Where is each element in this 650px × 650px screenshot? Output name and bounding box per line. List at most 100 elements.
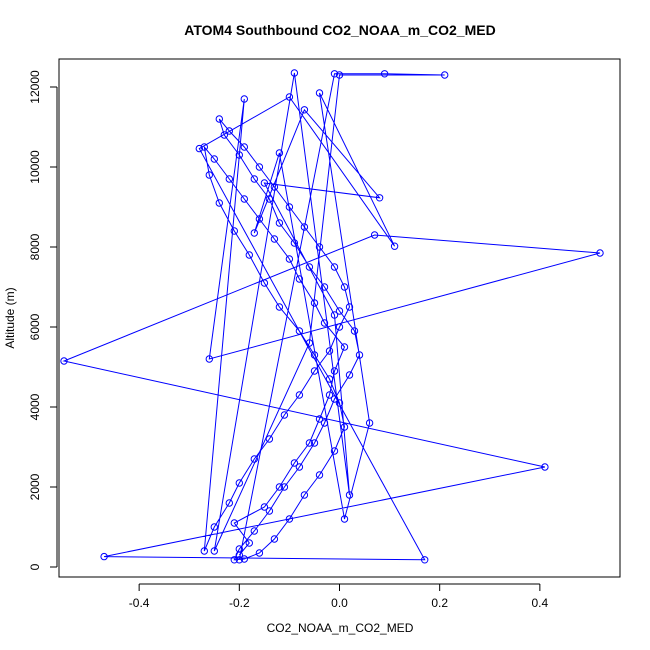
data-point bbox=[235, 479, 244, 487]
data-point bbox=[255, 163, 264, 171]
data-point bbox=[335, 307, 344, 315]
data-point bbox=[250, 455, 259, 463]
data-point bbox=[330, 263, 339, 271]
data-point bbox=[330, 70, 339, 78]
data-point bbox=[295, 391, 304, 399]
data-point bbox=[380, 70, 389, 78]
data-point bbox=[280, 483, 289, 491]
data-point bbox=[340, 423, 349, 431]
x-tick-label: -0.2 bbox=[229, 596, 250, 610]
data-point bbox=[210, 155, 219, 163]
data-point bbox=[541, 463, 549, 471]
data-point bbox=[335, 399, 344, 407]
data-point bbox=[280, 411, 289, 419]
data-point bbox=[305, 263, 314, 271]
data-point bbox=[225, 499, 234, 507]
data-point bbox=[390, 242, 399, 250]
data-point bbox=[421, 556, 429, 564]
data-point bbox=[240, 143, 249, 151]
data-point bbox=[325, 375, 334, 383]
data-point bbox=[225, 127, 234, 135]
data-point bbox=[265, 507, 274, 515]
data-point bbox=[245, 251, 254, 259]
data-point bbox=[245, 539, 254, 547]
data-point bbox=[320, 319, 329, 327]
data-point bbox=[365, 419, 374, 427]
data-point bbox=[260, 503, 269, 511]
data-point bbox=[285, 255, 294, 263]
data-point bbox=[596, 249, 604, 257]
data-point bbox=[235, 151, 244, 159]
data-point bbox=[265, 195, 274, 203]
data-point bbox=[200, 547, 209, 555]
data-point bbox=[320, 419, 329, 427]
data-point bbox=[325, 347, 334, 355]
data-point bbox=[225, 175, 234, 183]
data-point bbox=[375, 194, 384, 202]
y-tick-label: 6000 bbox=[28, 313, 42, 340]
data-point bbox=[295, 275, 304, 283]
data-point bbox=[290, 459, 299, 467]
data-point bbox=[330, 447, 339, 455]
data-point bbox=[310, 367, 319, 375]
series-line bbox=[62, 72, 601, 561]
data-point bbox=[265, 435, 274, 443]
data-point bbox=[300, 491, 309, 499]
data-point bbox=[270, 535, 279, 543]
data-point bbox=[205, 355, 214, 363]
data-point bbox=[240, 195, 249, 203]
data-point bbox=[350, 327, 359, 335]
data-point bbox=[230, 227, 239, 235]
data-point bbox=[310, 439, 319, 447]
data-point bbox=[345, 303, 354, 311]
data-point bbox=[310, 351, 319, 359]
data-point bbox=[270, 183, 279, 191]
data-point bbox=[210, 523, 219, 531]
y-tick-label: 2000 bbox=[28, 473, 42, 500]
data-point bbox=[315, 415, 324, 423]
data-point bbox=[275, 483, 284, 491]
data-point bbox=[340, 515, 349, 523]
data-point bbox=[345, 371, 354, 379]
data-point bbox=[230, 556, 239, 564]
data-point bbox=[60, 357, 68, 365]
data-point bbox=[345, 491, 354, 499]
data-point bbox=[275, 219, 284, 227]
data-point bbox=[310, 299, 319, 307]
data-point bbox=[240, 95, 249, 103]
data-point bbox=[305, 439, 314, 447]
data-point bbox=[290, 69, 299, 77]
data-point bbox=[275, 303, 284, 311]
x-tick-label: 0.4 bbox=[532, 596, 549, 610]
data-point bbox=[200, 143, 209, 151]
data-point bbox=[250, 527, 259, 535]
data-point bbox=[305, 339, 314, 347]
data-point bbox=[315, 243, 324, 251]
data-point bbox=[335, 71, 344, 79]
data-point bbox=[285, 203, 294, 211]
y-tick-label: 4000 bbox=[28, 393, 42, 420]
data-point bbox=[205, 171, 214, 179]
data-point bbox=[335, 323, 344, 331]
data-point bbox=[240, 555, 249, 563]
y-axis-label: Altitude (m) bbox=[3, 287, 17, 348]
data-point bbox=[330, 395, 339, 403]
plot-frame bbox=[58, 58, 621, 578]
data-point bbox=[215, 115, 224, 123]
data-point bbox=[220, 131, 229, 139]
y-tick-label: 12000 bbox=[28, 70, 42, 104]
x-tick-label: -0.4 bbox=[129, 596, 150, 610]
chart-title: ATOM4 Southbound CO2_NOAA_m_CO2_MED bbox=[184, 22, 495, 38]
data-point bbox=[215, 199, 224, 207]
data-point bbox=[250, 229, 259, 237]
data-point bbox=[320, 283, 329, 291]
data-point bbox=[270, 235, 279, 243]
data-point bbox=[275, 149, 284, 157]
data-point bbox=[300, 106, 309, 114]
data-point bbox=[260, 279, 269, 287]
data-point bbox=[235, 556, 244, 564]
y-tick-label: 8000 bbox=[28, 233, 42, 260]
data-point bbox=[295, 327, 304, 335]
data-point bbox=[330, 311, 339, 319]
